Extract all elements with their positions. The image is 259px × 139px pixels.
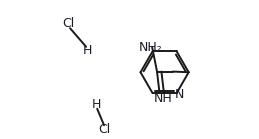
Text: Cl: Cl xyxy=(62,17,75,30)
Text: H: H xyxy=(92,98,101,111)
Text: H: H xyxy=(83,44,92,57)
Text: NH₂: NH₂ xyxy=(139,41,163,54)
Text: N: N xyxy=(175,88,184,101)
Text: NH: NH xyxy=(154,92,172,105)
Text: Cl: Cl xyxy=(99,123,111,136)
